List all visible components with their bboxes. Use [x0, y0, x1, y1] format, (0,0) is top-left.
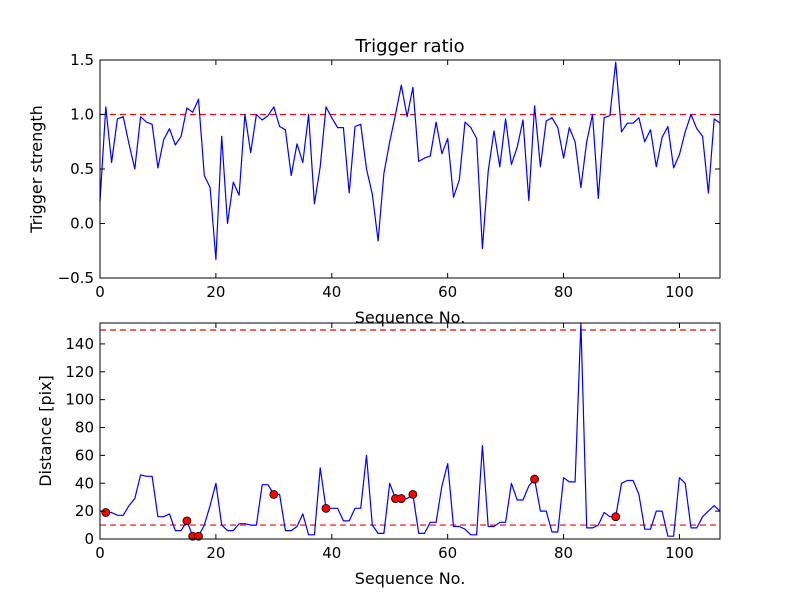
bottom-ytick-label: 60 [75, 446, 94, 464]
bottom-y-axis-label: Distance [pix] [36, 375, 55, 487]
top-xtick-label: 20 [206, 283, 225, 301]
top-y-axis-label: Trigger strength [27, 105, 46, 234]
bottom-ytick-label: 80 [75, 419, 94, 437]
bottom-ytick-label: 120 [65, 363, 94, 381]
bottom-series-line [99, 322, 721, 537]
bottom-marker-point [194, 531, 203, 541]
bottom-marker-point [182, 516, 192, 526]
bottom-marker-point [396, 494, 406, 503]
bottom-ytick-label: 20 [75, 502, 94, 520]
top-series-line [99, 61, 721, 261]
bottom-xtick-label: 40 [322, 544, 341, 562]
top-ytick-label: 0.5 [70, 160, 94, 178]
top-xtick-label: 40 [322, 283, 341, 301]
top-xtick-label: 0 [95, 283, 105, 301]
bottom-xtick-label: 100 [665, 544, 694, 562]
bottom-marker-point [408, 490, 418, 499]
bottom-marker-point [530, 474, 539, 484]
top-plot-frame [99, 59, 721, 279]
bottom-marker-point [269, 490, 279, 499]
top-xtick-label: 60 [438, 283, 457, 301]
bottom-ytick-label: 40 [75, 474, 94, 492]
top-ytick-label: −0.5 [58, 269, 94, 287]
top-xtick-label: 80 [554, 283, 573, 301]
bottom-xtick-label: 80 [554, 544, 573, 562]
bottom-x-axis-label: Sequence No. [355, 569, 466, 588]
bottom-plot-frame [99, 322, 721, 540]
bottom-marker-point [101, 508, 111, 517]
top-ytick-label: 1.5 [70, 51, 94, 69]
bottom-xtick-label: 20 [206, 544, 225, 562]
bottom-marker-point [611, 512, 621, 522]
bottom-xtick-label: 60 [438, 544, 457, 562]
top-xtick-label: 100 [665, 283, 694, 301]
bottom-marker-point [321, 503, 331, 513]
top-chart-title: Trigger ratio [354, 36, 464, 57]
top-ytick-label: 1.0 [70, 106, 94, 124]
bottom-ytick-label: 0 [84, 530, 94, 548]
top-ytick-label: 0.0 [70, 215, 94, 233]
bottom-ytick-label: 140 [65, 335, 94, 353]
top-x-axis-label: Sequence No. [355, 308, 466, 327]
bottom-ytick-label: 100 [65, 391, 94, 409]
bottom-xtick-label: 0 [95, 544, 105, 562]
